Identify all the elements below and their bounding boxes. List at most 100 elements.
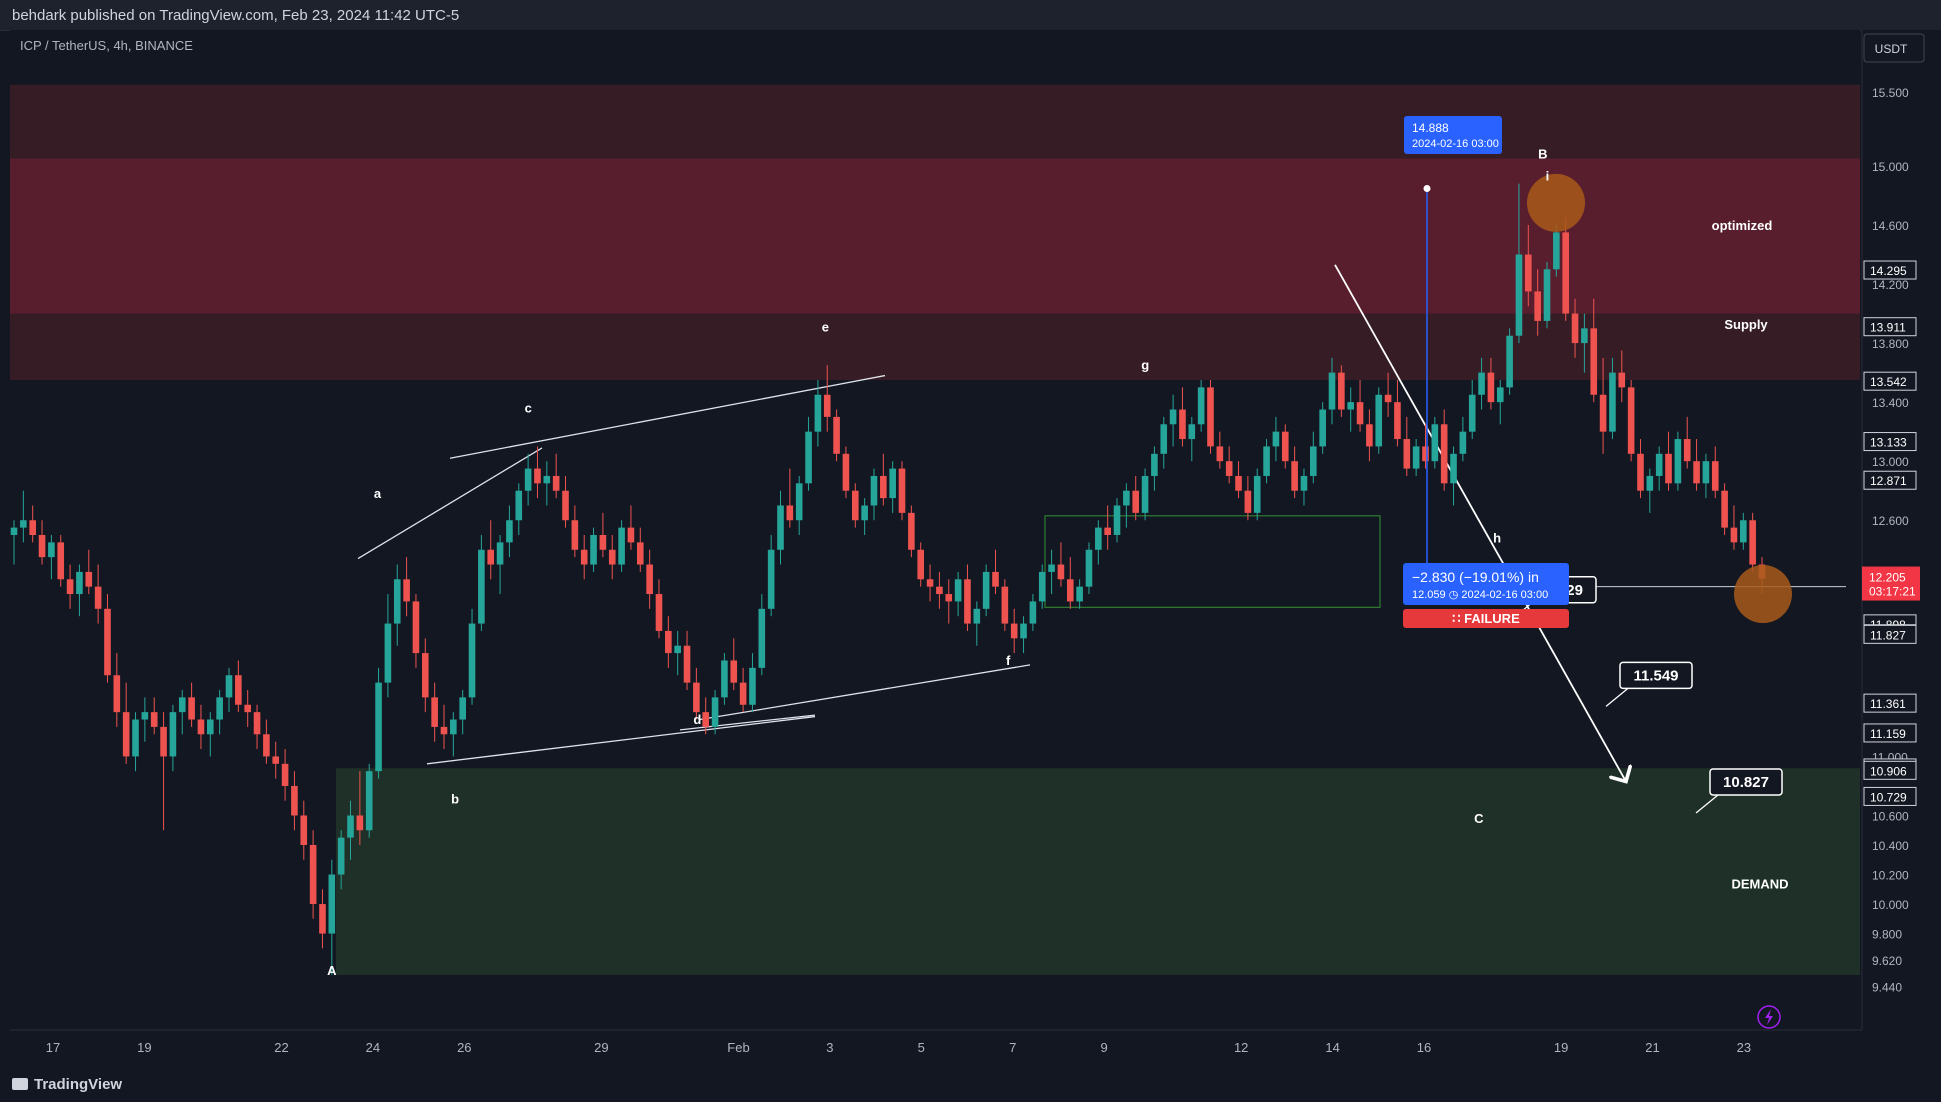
candle <box>141 697 149 742</box>
price-tag-label: 13.542 <box>1870 375 1907 389</box>
projection-arrow <box>1334 264 1626 782</box>
candle-body <box>1468 394 1476 432</box>
candle <box>1646 468 1654 513</box>
candle <box>1422 424 1429 469</box>
candle <box>1263 439 1270 484</box>
candle-body <box>188 697 195 720</box>
candle-body <box>571 520 579 550</box>
candle <box>861 498 868 535</box>
candle <box>1618 350 1626 403</box>
publisher-line: behdark published on TradingView.com, Fe… <box>12 7 460 24</box>
candle <box>898 461 906 521</box>
candle <box>571 505 579 558</box>
candle-body <box>1328 372 1336 410</box>
candle <box>618 520 625 572</box>
candle-body <box>1281 431 1289 462</box>
candle-body <box>1263 446 1270 476</box>
price-tag-box <box>1863 371 1917 391</box>
candle <box>1683 416 1691 469</box>
x-tick-label: 7 <box>1009 1040 1016 1055</box>
x-tick-label: 23 <box>1737 1040 1751 1055</box>
candle-body <box>1319 409 1326 447</box>
candle <box>926 564 934 602</box>
candle <box>57 535 65 587</box>
candle-body <box>702 712 710 727</box>
candle <box>1637 439 1644 499</box>
candle <box>468 608 476 705</box>
candle <box>1515 183 1523 344</box>
candle <box>66 564 74 609</box>
wave-label: B <box>1538 147 1547 162</box>
x-tick-label: 29 <box>594 1040 608 1055</box>
lightning-icon-bolt <box>1765 1009 1773 1025</box>
candle-body <box>1384 394 1392 403</box>
measure-start-dot <box>1423 184 1431 192</box>
candle-body <box>281 763 289 786</box>
candle-body <box>122 712 130 757</box>
candle <box>823 365 831 432</box>
candle <box>76 564 83 617</box>
wave-label: g <box>1141 358 1149 373</box>
tradingview-logo[interactable]: TradingView <box>12 1076 122 1093</box>
candle <box>1525 225 1532 307</box>
candle <box>767 535 775 617</box>
candle <box>917 542 925 587</box>
candle <box>1412 439 1420 476</box>
candle-body <box>1543 269 1551 321</box>
candle <box>178 690 186 735</box>
candle <box>1085 542 1093 595</box>
y-tick-label: 13.400 <box>1872 396 1909 410</box>
candle-body <box>1440 424 1448 484</box>
candle-body <box>160 726 167 757</box>
candle <box>1123 483 1130 528</box>
candle-body <box>1646 475 1654 491</box>
candle-body <box>57 542 65 580</box>
footer: TradingView <box>0 1072 1941 1102</box>
price-tag: 10.906 <box>1863 760 1917 780</box>
wave-label: d <box>693 712 701 727</box>
candle-body <box>1113 505 1121 535</box>
candle-body <box>1599 394 1607 432</box>
candle-body <box>197 719 205 735</box>
candle-body <box>459 697 466 720</box>
candle <box>1347 387 1355 432</box>
x-tick-label: 19 <box>137 1040 151 1055</box>
measure-bottom-label: −2.830 (−19.01%) in 12.059 ◷ 2024-02-16 0… <box>1403 563 1569 628</box>
candle-body <box>1702 461 1710 484</box>
y-tick-label: 10.600 <box>1872 809 1909 823</box>
candle <box>206 712 214 757</box>
candle <box>870 468 878 521</box>
failure-badge <box>1403 609 1569 628</box>
x-tick-label: 14 <box>1325 1040 1339 1055</box>
candle <box>263 719 270 764</box>
measure-bottom-box <box>1403 563 1569 605</box>
price-tag-box <box>1863 432 1917 452</box>
price-tag-label: 13.911 <box>1870 321 1906 335</box>
wave-label: f <box>1006 653 1011 668</box>
candle <box>1366 409 1373 462</box>
candle-body <box>992 571 999 587</box>
candle-body <box>1618 372 1626 388</box>
candle-body <box>898 468 906 513</box>
candle <box>515 483 523 535</box>
candle-body <box>851 490 859 521</box>
candle <box>1730 505 1738 550</box>
candle-body <box>94 586 102 609</box>
wave-label: c <box>525 400 532 415</box>
candle <box>487 520 495 580</box>
trendline-a <box>357 447 543 560</box>
x-tick-label: 21 <box>1645 1040 1659 1055</box>
candle-body <box>1010 623 1018 639</box>
candle-body <box>440 726 448 735</box>
candle <box>225 667 233 713</box>
candle <box>1562 217 1570 321</box>
price-tag: 11.361 <box>1863 693 1917 713</box>
candle <box>936 571 943 609</box>
price-callout: 11.549 <box>1605 661 1693 707</box>
price-tag-label: 11.361 <box>1870 697 1906 711</box>
candle-body <box>1085 549 1093 587</box>
x-tick-label: 12 <box>1234 1040 1248 1055</box>
candle-body <box>132 719 139 757</box>
candle-body <box>403 579 410 602</box>
